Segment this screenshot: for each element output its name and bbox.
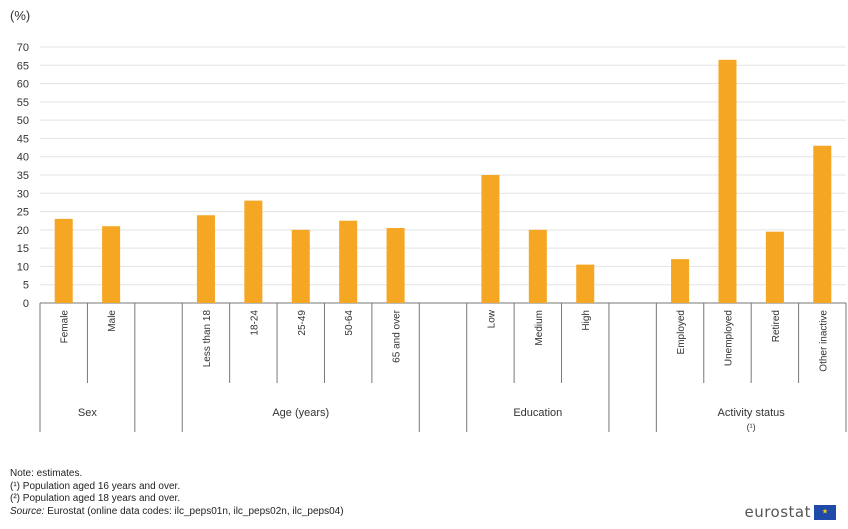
y-tick-label: 10: [17, 261, 29, 273]
logo-text: eurostat: [744, 503, 811, 521]
bar: [481, 175, 500, 303]
y-tick-label: 30: [17, 188, 29, 200]
y-tick-label: 0: [23, 298, 29, 310]
category-label: Low: [486, 309, 497, 328]
y-unit-label: (%): [10, 8, 30, 23]
category-label: 65 and over: [392, 309, 403, 362]
bar: [196, 215, 215, 303]
y-tick-label: 50: [17, 115, 29, 127]
category-label: Female: [60, 310, 71, 344]
bar-chart: (%) 0 5 10 15 20 25 30 35 40 45 50 55 60 65 70 Female Mal…: [10, 8, 847, 432]
category-label: Medium: [534, 310, 545, 346]
y-tick-label: 70: [17, 42, 29, 54]
bar: [54, 218, 73, 303]
category-label: Employed: [676, 310, 687, 354]
note-population-18: (²) Population aged 18 years and over.: [10, 493, 181, 504]
category-label: Retired: [771, 310, 782, 342]
category-label: 18-24: [249, 310, 260, 336]
bar: [718, 59, 737, 303]
bar: [813, 145, 832, 303]
bar: [671, 259, 690, 303]
bar: [528, 229, 547, 303]
source-line: Source: Eurostat (online data codes: ilc…: [10, 506, 344, 519]
y-tick-label: 35: [17, 170, 29, 182]
bar: [765, 231, 784, 303]
eu-flag-icon: ★: [814, 504, 836, 520]
group-label: Age (years): [272, 407, 329, 419]
eurostat-logo[interactable]: eurostat ★: [744, 503, 836, 521]
chart-notes: Note: estimates. (¹) Population aged 16 …: [10, 468, 344, 518]
category-label: Other inactive: [818, 310, 829, 372]
y-tick-label: 60: [17, 79, 29, 91]
group-label: Education: [513, 407, 562, 419]
category-label: 50-64: [344, 310, 355, 336]
y-tick-label: 65: [17, 60, 29, 72]
bar: [291, 229, 310, 303]
y-tick-label: 25: [17, 207, 29, 219]
y-tick-label: 20: [17, 225, 29, 237]
bar: [244, 200, 263, 303]
bar: [386, 228, 405, 303]
category-label: High: [581, 310, 592, 331]
note-population-16: (¹) Population aged 16 years and over.: [10, 480, 181, 492]
category-label: Male: [107, 310, 118, 332]
y-tick-label: 15: [17, 243, 29, 255]
category-label: Unemployed: [723, 310, 734, 366]
flag-stars: ★: [821, 508, 829, 516]
category-label: 25-49: [297, 310, 308, 336]
group-label: Activity status: [718, 407, 786, 419]
y-tick-label: 45: [17, 133, 29, 145]
source-label: Source:: [10, 505, 45, 517]
bar: [339, 220, 358, 303]
y-tick-label: 40: [17, 152, 29, 164]
y-tick-label: 55: [17, 97, 29, 109]
source-text: Eurostat (online data codes: ilc_peps01n…: [44, 505, 344, 517]
category-label: Less than 18: [202, 310, 213, 368]
group-label: Sex: [78, 407, 97, 419]
note-estimates: Note: estimates.: [10, 468, 83, 479]
bar: [102, 226, 121, 303]
y-tick-label: 5: [23, 280, 29, 292]
group-label-note: (¹): [747, 422, 756, 432]
bar: [576, 264, 595, 303]
